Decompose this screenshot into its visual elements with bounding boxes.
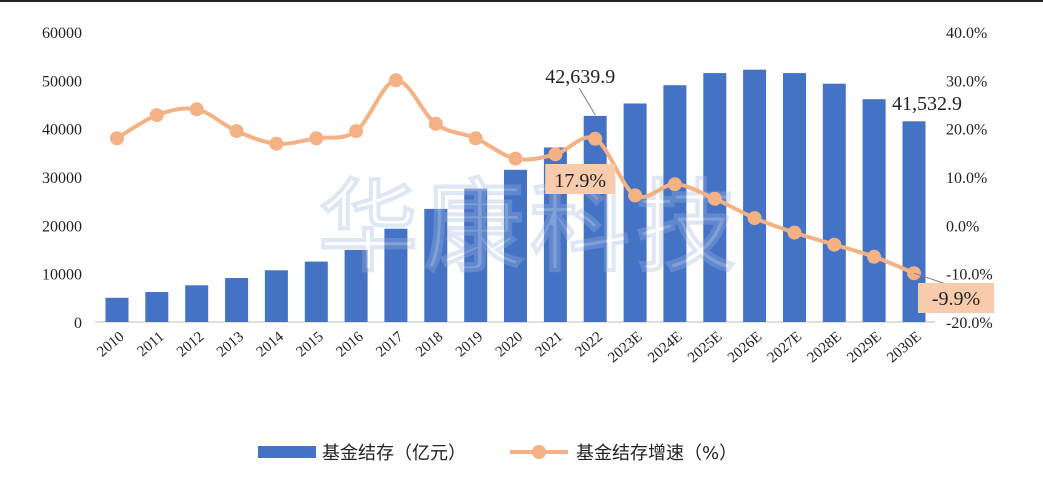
line-point-2025e [707,191,722,206]
category-label-2015: 2015 [294,329,327,361]
bar-2010 [105,297,129,322]
watermark-text: 华康科技 [318,169,742,286]
category-label-2030e: 2030E [884,329,924,366]
callout-box-2030e [918,283,994,313]
line-point-2027e [787,225,802,240]
category-label-2014: 2014 [254,328,288,360]
right-y-axis: -20.0% -10.0% 0.0% 10.0% 20.0% 30.0% 40.0% [946,25,993,332]
line-point-2026e [747,211,762,226]
category-label-2012: 2012 [174,329,207,361]
watermark: 华康科技 [318,169,742,287]
callout-box-2022 [545,164,616,194]
line-point-2013 [229,124,244,139]
category-label-2020: 2020 [493,329,526,361]
right-tick-label: 10.0% [946,170,987,187]
line-series [110,73,921,281]
bar-2013 [225,278,249,322]
leader-line-2022 [578,87,596,116]
legend-line-marker [532,445,546,459]
right-tick-label: 20.0% [946,122,987,139]
bar-2016 [344,250,368,322]
bar-2015 [304,261,328,322]
line-point-2023e [628,188,643,203]
category-label-2025e: 2025E [685,329,725,366]
line-point-2010 [110,131,124,146]
line-point-2018 [428,116,443,131]
bar-2012 [185,285,209,322]
left-tick-label: 10000 [42,267,82,284]
category-label-2028e: 2028E [805,329,845,366]
line-point-2020 [508,151,523,166]
category-label-2017: 2017 [373,328,407,360]
line-point-2021 [548,147,563,162]
right-tick-label: 0.0% [946,218,979,235]
legend-bar-swatch [258,446,316,458]
line-point-2017 [388,73,403,88]
legend: 基金结存（亿元） 基金结存增速（%） [258,443,737,464]
line-point-2011 [149,108,164,123]
line-point-2019 [468,131,483,146]
bar-2017 [384,228,408,322]
bar-2011 [145,292,169,322]
legend-bar-label: 基金结存（亿元） [322,443,466,464]
right-tick-label: -20.0% [946,315,993,332]
annotations: 42,639.9 41,532.9 17.9% -9.9% [545,66,994,313]
bar-label-2022: 42,639.9 [545,66,615,88]
legend-line-label: 基金结存增速（%） [576,443,737,464]
bar-label-2030e: 41,532.9 [892,93,962,115]
bar-2029e [862,99,886,322]
line-point-2022 [588,131,603,146]
line-point-2016 [349,124,364,139]
line-point-2014 [269,136,284,151]
left-tick-label: 20000 [42,218,82,235]
right-tick-label: 40.0% [946,25,987,42]
category-label-2018: 2018 [413,329,446,361]
line-label-2030e: -9.9% [932,288,980,310]
left-tick-label: 50000 [42,73,82,90]
category-label-2010: 2010 [94,329,127,361]
line-label-2022: 17.9% [554,170,606,192]
bar-2028e [822,83,846,322]
line-point-2028e [827,237,842,252]
right-tick-label: 30.0% [946,73,987,90]
category-label-2023e: 2023E [605,329,645,366]
top-border-line [0,0,1043,2]
bar-2027e [783,73,806,322]
category-label-2029e: 2029E [844,329,884,366]
bar-2014 [264,270,288,322]
bar-2018 [424,208,448,322]
line-point-2024e [667,177,682,192]
bar-2020 [504,169,527,323]
leader-line-2030e [913,272,947,285]
left-tick-label: 30000 [42,170,82,187]
left-tick-label: 0 [74,315,82,332]
category-label-2027e: 2027E [765,329,805,366]
category-label-2016: 2016 [333,328,367,360]
category-label-2024e: 2024E [645,329,685,366]
category-label-2021: 2021 [533,329,566,361]
category-label-2026e: 2026E [725,329,765,366]
line-point-2015 [309,131,324,146]
left-tick-label: 60000 [42,25,82,42]
category-label-2019: 2019 [453,329,486,361]
category-label-2013: 2013 [214,329,247,361]
line-point-2012 [189,102,204,117]
right-tick-label: -10.0% [946,267,993,284]
line-point-2029e [867,249,882,264]
category-label-2022: 2022 [573,329,606,361]
bar-2023e [623,103,647,322]
left-tick-label: 40000 [42,122,82,139]
x-axis-categories: 2010 2011 2012 2013 2014 2015 2016 2017 2018 2019… [94,328,924,366]
bar-2024e [663,85,687,322]
left-y-axis: 0 10000 20000 30000 40000 50000 60000 [42,25,82,332]
bar-2026e [743,69,767,322]
bar-2019 [464,188,488,322]
bar-series [105,69,926,323]
category-label-2011: 2011 [135,329,168,360]
